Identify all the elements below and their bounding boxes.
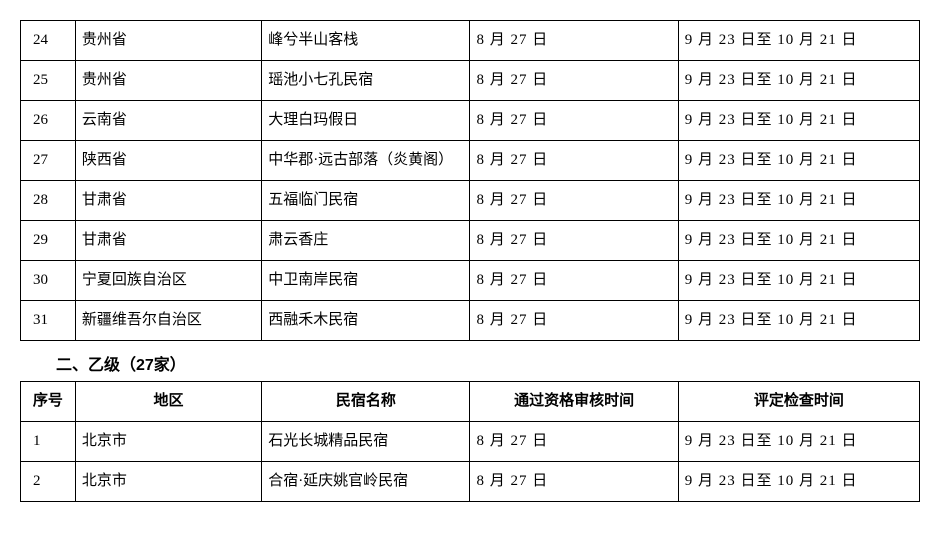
cell-name: 中卫南岸民宿 (262, 261, 470, 301)
cell-date1: 8 月 27 日 (470, 221, 678, 261)
table-section-1: 24贵州省峰兮半山客栈8 月 27 日9 月 23 日至 10 月 21 日25… (20, 20, 920, 341)
cell-date2: 9 月 23 日至 10 月 21 日 (678, 181, 919, 221)
cell-date1: 8 月 27 日 (470, 181, 678, 221)
table-row: 28甘肃省五福临门民宿8 月 27 日9 月 23 日至 10 月 21 日 (21, 181, 920, 221)
cell-num: 25 (21, 61, 76, 101)
cell-region: 甘肃省 (75, 181, 261, 221)
cell-date2: 9 月 23 日至 10 月 21 日 (678, 261, 919, 301)
cell-region: 贵州省 (75, 21, 261, 61)
cell-date2: 9 月 23 日至 10 月 21 日 (678, 422, 919, 462)
table-row: 27陕西省中华郡·远古部落（炎黄阁）8 月 27 日9 月 23 日至 10 月… (21, 141, 920, 181)
table-header-row: 序号 地区 民宿名称 通过资格审核时间 评定检查时间 (21, 382, 920, 422)
cell-num: 2 (21, 462, 76, 502)
table-row: 2北京市合宿·延庆姚官岭民宿8 月 27 日9 月 23 日至 10 月 21 … (21, 462, 920, 502)
cell-num: 30 (21, 261, 76, 301)
cell-name: 瑶池小七孔民宿 (262, 61, 470, 101)
cell-date1: 8 月 27 日 (470, 101, 678, 141)
cell-region: 陕西省 (75, 141, 261, 181)
table-row: 24贵州省峰兮半山客栈8 月 27 日9 月 23 日至 10 月 21 日 (21, 21, 920, 61)
cell-date2: 9 月 23 日至 10 月 21 日 (678, 101, 919, 141)
section-heading-2: 二、乙级（27家） (56, 351, 920, 375)
cell-date1: 8 月 27 日 (470, 422, 678, 462)
cell-date1: 8 月 27 日 (470, 462, 678, 502)
cell-name: 五福临门民宿 (262, 181, 470, 221)
cell-date1: 8 月 27 日 (470, 261, 678, 301)
cell-name: 西融禾木民宿 (262, 301, 470, 341)
cell-name: 合宿·延庆姚官岭民宿 (262, 462, 470, 502)
cell-region: 北京市 (75, 462, 261, 502)
cell-date1: 8 月 27 日 (470, 61, 678, 101)
cell-name: 石光长城精品民宿 (262, 422, 470, 462)
table-row: 29甘肃省肃云香庄8 月 27 日9 月 23 日至 10 月 21 日 (21, 221, 920, 261)
cell-date2: 9 月 23 日至 10 月 21 日 (678, 21, 919, 61)
table-row: 25贵州省瑶池小七孔民宿8 月 27 日9 月 23 日至 10 月 21 日 (21, 61, 920, 101)
header-name: 民宿名称 (262, 382, 470, 422)
cell-region: 宁夏回族自治区 (75, 261, 261, 301)
cell-num: 31 (21, 301, 76, 341)
cell-date2: 9 月 23 日至 10 月 21 日 (678, 462, 919, 502)
header-date1: 通过资格审核时间 (470, 382, 678, 422)
cell-num: 24 (21, 21, 76, 61)
table-row: 26云南省大理白玛假日8 月 27 日9 月 23 日至 10 月 21 日 (21, 101, 920, 141)
table-section-2: 序号 地区 民宿名称 通过资格审核时间 评定检查时间 1北京市石光长城精品民宿8… (20, 381, 920, 502)
cell-num: 27 (21, 141, 76, 181)
cell-region: 新疆维吾尔自治区 (75, 301, 261, 341)
cell-region: 贵州省 (75, 61, 261, 101)
cell-name: 中华郡·远古部落（炎黄阁） (262, 141, 470, 181)
cell-name: 大理白玛假日 (262, 101, 470, 141)
cell-name: 肃云香庄 (262, 221, 470, 261)
cell-date2: 9 月 23 日至 10 月 21 日 (678, 61, 919, 101)
cell-region: 甘肃省 (75, 221, 261, 261)
cell-date1: 8 月 27 日 (470, 301, 678, 341)
cell-date1: 8 月 27 日 (470, 21, 678, 61)
cell-region: 北京市 (75, 422, 261, 462)
cell-date2: 9 月 23 日至 10 月 21 日 (678, 301, 919, 341)
cell-num: 29 (21, 221, 76, 261)
cell-date2: 9 月 23 日至 10 月 21 日 (678, 221, 919, 261)
table-row: 31新疆维吾尔自治区西融禾木民宿8 月 27 日9 月 23 日至 10 月 2… (21, 301, 920, 341)
table-row: 30宁夏回族自治区中卫南岸民宿8 月 27 日9 月 23 日至 10 月 21… (21, 261, 920, 301)
cell-num: 28 (21, 181, 76, 221)
header-num: 序号 (21, 382, 76, 422)
cell-num: 1 (21, 422, 76, 462)
table-row: 1北京市石光长城精品民宿8 月 27 日9 月 23 日至 10 月 21 日 (21, 422, 920, 462)
header-region: 地区 (75, 382, 261, 422)
cell-num: 26 (21, 101, 76, 141)
header-date2: 评定检查时间 (678, 382, 919, 422)
cell-name: 峰兮半山客栈 (262, 21, 470, 61)
cell-date2: 9 月 23 日至 10 月 21 日 (678, 141, 919, 181)
cell-region: 云南省 (75, 101, 261, 141)
cell-date1: 8 月 27 日 (470, 141, 678, 181)
